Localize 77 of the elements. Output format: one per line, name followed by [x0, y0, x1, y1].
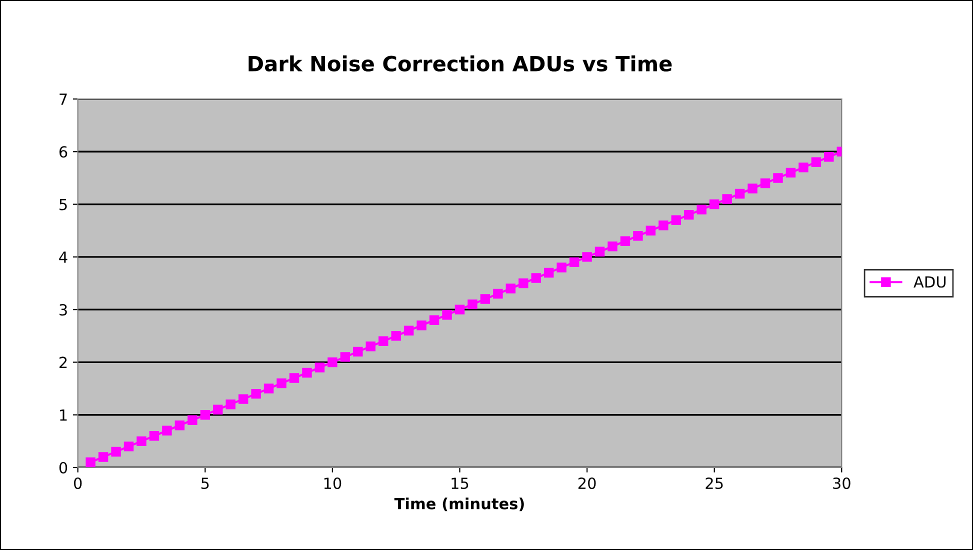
point: [748, 184, 758, 194]
point: [162, 426, 172, 436]
point: [518, 278, 528, 288]
y-tick-label: 0: [59, 462, 68, 474]
point: [188, 415, 198, 425]
point: [671, 215, 682, 225]
point: [454, 304, 465, 314]
point: [696, 204, 706, 214]
x-tick-label: 10: [324, 477, 342, 490]
point: [824, 152, 834, 162]
point: [238, 394, 248, 404]
point: [582, 252, 592, 262]
x-tick-label: 25: [706, 477, 723, 490]
point: [174, 420, 185, 430]
chart-title: Dark Noise Correction ADUs vs Time: [248, 55, 672, 72]
point: [353, 346, 363, 357]
point: [429, 315, 440, 325]
point: [798, 162, 808, 172]
point: [340, 352, 350, 362]
y-tick-label: 4: [59, 252, 68, 263]
point: [264, 384, 274, 394]
point: [416, 320, 426, 330]
point: [773, 173, 783, 183]
point: [480, 294, 490, 304]
point: [620, 236, 630, 246]
point: [734, 188, 745, 199]
point: [468, 299, 478, 310]
point: [276, 378, 286, 388]
x-tick-label: 15: [452, 478, 468, 490]
x-tick-label: 20: [578, 477, 596, 490]
point: [314, 362, 325, 372]
point: [111, 446, 121, 457]
point: [404, 326, 414, 336]
point: [811, 157, 822, 168]
y-tick-label: 2: [60, 356, 67, 368]
y-tick-label: 6: [59, 146, 68, 158]
x-axis-title: Time (minutes): [394, 498, 524, 512]
point: [722, 194, 732, 204]
x-tick-label: 5: [201, 478, 209, 490]
point: [289, 373, 300, 383]
point: [149, 431, 160, 441]
point: [98, 452, 108, 462]
point: [226, 399, 236, 410]
point: [328, 357, 338, 368]
point: [213, 404, 223, 414]
x-tick-label: 30: [833, 477, 850, 490]
point: [569, 257, 580, 268]
y-tick-label: 7: [60, 94, 67, 105]
y-tick-label: 3: [60, 304, 67, 316]
y-tick-label: 1: [60, 410, 67, 421]
point: [760, 178, 770, 188]
point: [251, 388, 261, 399]
point: [608, 242, 618, 252]
point: [646, 226, 656, 236]
point: [786, 168, 796, 178]
point: [531, 273, 541, 283]
x-tick-label: 0: [74, 477, 82, 490]
point: [556, 262, 566, 272]
point: [391, 331, 401, 341]
point: [594, 246, 605, 257]
point: [493, 288, 503, 299]
point: [302, 368, 312, 378]
point: [366, 342, 376, 352]
point: [124, 442, 134, 452]
point: [86, 457, 96, 468]
legend-label: ADU: [914, 276, 946, 288]
point: [709, 199, 720, 210]
point: [378, 336, 388, 346]
point: [506, 284, 516, 294]
point: [544, 268, 554, 278]
point: [658, 220, 668, 230]
point: [633, 231, 643, 241]
point: [200, 410, 210, 420]
point: [136, 436, 146, 446]
y-tick-label: 5: [60, 198, 67, 210]
point: [442, 310, 452, 320]
point: [684, 210, 694, 220]
